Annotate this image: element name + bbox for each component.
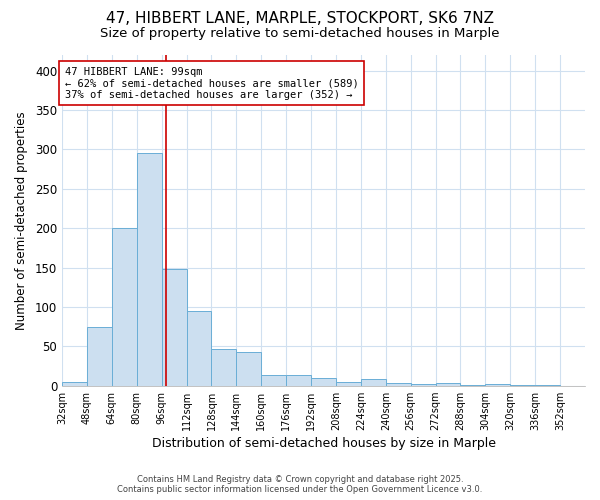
Bar <box>535 385 560 386</box>
Bar <box>485 384 510 386</box>
Text: Contains HM Land Registry data © Crown copyright and database right 2025.
Contai: Contains HM Land Registry data © Crown c… <box>118 474 482 494</box>
Bar <box>236 352 261 386</box>
Bar <box>410 384 436 386</box>
Text: Size of property relative to semi-detached houses in Marple: Size of property relative to semi-detach… <box>100 28 500 40</box>
Y-axis label: Number of semi-detached properties: Number of semi-detached properties <box>15 111 28 330</box>
Bar <box>460 385 485 386</box>
Bar <box>187 311 211 386</box>
Bar <box>361 380 386 386</box>
Bar <box>510 385 535 386</box>
Bar <box>261 376 286 386</box>
Text: 47, HIBBERT LANE, MARPLE, STOCKPORT, SK6 7NZ: 47, HIBBERT LANE, MARPLE, STOCKPORT, SK6… <box>106 11 494 26</box>
Text: 47 HIBBERT LANE: 99sqm
← 62% of semi-detached houses are smaller (589)
37% of se: 47 HIBBERT LANE: 99sqm ← 62% of semi-det… <box>65 66 358 100</box>
Bar <box>311 378 336 386</box>
Bar <box>87 326 112 386</box>
Bar <box>62 382 87 386</box>
Bar <box>211 350 236 386</box>
Bar <box>286 376 311 386</box>
Bar <box>137 154 161 386</box>
Bar <box>112 228 137 386</box>
X-axis label: Distribution of semi-detached houses by size in Marple: Distribution of semi-detached houses by … <box>152 437 496 450</box>
Bar <box>161 269 187 386</box>
Bar <box>436 384 460 386</box>
Bar <box>386 382 410 386</box>
Bar <box>336 382 361 386</box>
